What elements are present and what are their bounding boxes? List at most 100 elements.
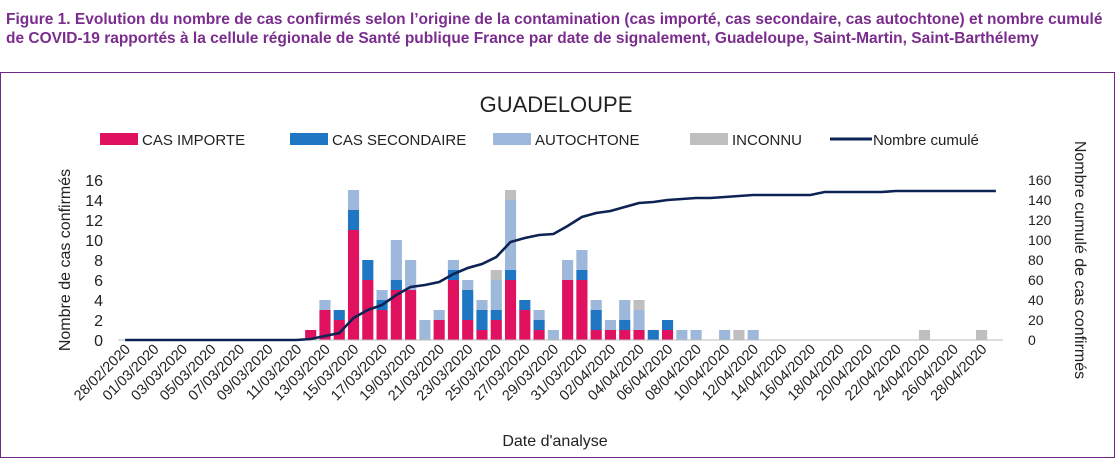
bar-autochtone: [447, 260, 460, 270]
bar-inconnu: [918, 330, 931, 340]
bar-autochtone: [719, 330, 731, 340]
legend-label: Nombre cumulé: [873, 132, 979, 149]
chart-title: GUADELOUPE: [480, 92, 633, 117]
chart: GUADELOUPE CAS IMPORTE CAS SECONDAIRE AUTO…: [57, 92, 1088, 450]
bar-cas-importe: [661, 330, 674, 340]
legend-swatch: [493, 133, 531, 145]
y-tick-label: 14: [85, 193, 103, 210]
y2-tick-label: 60: [1028, 272, 1044, 288]
bar-cas-importe: [562, 280, 574, 340]
y2-axis: 0 20 40 60 80 100 120 140 160: [1028, 172, 1052, 348]
bar-cas-importe: [633, 330, 645, 340]
bar-autochtone: [376, 290, 388, 300]
y-tick-label: 4: [94, 293, 103, 310]
y-axis: 0 2 4 6 8 10 12 14 16: [85, 173, 103, 350]
bar-inconnu: [733, 330, 745, 340]
y-tick-label: 16: [85, 173, 103, 190]
bars: [305, 190, 988, 340]
bar-autochtone: [462, 280, 474, 290]
bar-cas-secondaire: [476, 310, 488, 330]
bar-cas-secondaire: [619, 320, 631, 330]
bar-autochtone: [576, 250, 588, 270]
y-axis-label: Nombre de cas confirmés: [57, 169, 74, 351]
x-axis-label: Date d'analyse: [502, 433, 607, 450]
bar-cas-secondaire: [661, 320, 674, 330]
y2-tick-label: 100: [1028, 232, 1052, 248]
bar-autochtone: [676, 330, 688, 340]
bar-cas-importe: [376, 310, 388, 340]
bar-autochtone: [347, 190, 360, 210]
bar-autochtone: [547, 330, 559, 340]
y-tick-label: 2: [94, 313, 103, 330]
bar-cas-secondaire: [390, 280, 402, 290]
bar-autochtone: [319, 300, 331, 310]
bar-cas-importe: [576, 280, 588, 340]
bar-autochtone: [433, 310, 445, 320]
y2-axis-label: Nombre cumulé de cas confirmés: [1071, 141, 1088, 379]
bar-autochtone: [747, 330, 759, 340]
y-tick-label: 10: [85, 233, 103, 250]
bar-cas-importe: [519, 310, 531, 340]
bar-cas-importe: [447, 280, 460, 340]
bar-inconnu: [504, 190, 517, 200]
bar-cas-secondaire: [362, 260, 374, 280]
bar-cas-secondaire: [462, 290, 474, 320]
bar-cas-importe: [433, 320, 445, 340]
legend-label: CAS IMPORTE: [142, 132, 245, 149]
bar-cas-importe: [462, 320, 474, 340]
y2-tick-label: 160: [1028, 172, 1052, 188]
bar-inconnu: [976, 330, 988, 340]
bar-autochtone: [390, 240, 402, 280]
legend-swatch: [290, 133, 328, 145]
bar-autochtone: [533, 310, 545, 320]
chart-frame: [0, 72, 1115, 458]
bar-cas-importe: [347, 230, 360, 340]
bar-cas-secondaire: [490, 310, 502, 320]
legend-swatch: [690, 133, 728, 145]
bar-cas-importe: [390, 290, 402, 340]
bar-cas-secondaire: [504, 270, 517, 280]
y2-tick-label: 80: [1028, 252, 1044, 268]
legend: CAS IMPORTE CAS SECONDAIRE AUTOCHTONE INCON…: [100, 132, 979, 149]
bar-cas-secondaire: [590, 310, 602, 330]
y2-tick-label: 0: [1028, 332, 1036, 348]
bar-cas-importe: [590, 330, 602, 340]
legend-label: AUTOCHTONE: [535, 132, 639, 149]
bar-autochtone: [619, 300, 631, 320]
bar-cas-importe: [319, 310, 331, 340]
legend-label: INCONNU: [732, 132, 802, 149]
bar-autochtone: [604, 320, 617, 330]
y-tick-label: 0: [94, 333, 103, 350]
y2-tick-label: 140: [1028, 192, 1052, 208]
bar-cas-secondaire: [533, 320, 545, 330]
cumulative-line: [125, 189, 996, 342]
y-tick-label: 6: [94, 273, 103, 290]
figure-caption: Figure 1. Evolution du nombre de cas con…: [6, 11, 1103, 47]
bar-cas-secondaire: [576, 270, 588, 280]
bar-autochtone: [490, 280, 502, 310]
y2-tick-label: 20: [1028, 312, 1044, 328]
x-axis: 28/02/202001/03/202003/03/202005/03/2020…: [71, 342, 990, 405]
bar-cas-importe: [476, 330, 488, 340]
bar-autochtone: [690, 330, 702, 340]
bar-cas-importe: [604, 330, 617, 340]
y2-tick-label: 120: [1028, 212, 1052, 228]
y-tick-label: 12: [85, 213, 103, 230]
bar-autochtone: [419, 320, 431, 340]
bar-inconnu: [490, 270, 502, 280]
bar-cas-importe: [405, 290, 417, 340]
bar-autochtone: [405, 260, 417, 290]
bar-cas-importe: [333, 320, 345, 340]
bar-cas-secondaire: [333, 310, 345, 320]
bar-cas-secondaire: [519, 300, 531, 310]
bar-cas-secondaire: [647, 330, 659, 340]
legend-swatch: [100, 133, 138, 145]
bar-autochtone: [633, 310, 645, 330]
y-tick-label: 8: [94, 253, 103, 270]
bar-autochtone: [476, 300, 488, 310]
legend-label: CAS SECONDAIRE: [332, 132, 466, 149]
bar-cas-importe: [490, 320, 502, 340]
bar-autochtone: [504, 200, 517, 270]
bar-cas-importe: [619, 330, 631, 340]
bar-cas-importe: [305, 330, 317, 340]
